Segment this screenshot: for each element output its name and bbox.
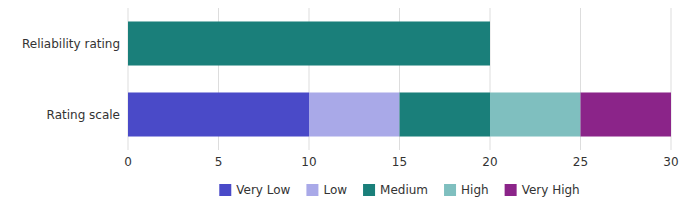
category-label: Reliability rating xyxy=(22,37,120,51)
category-label: Rating scale xyxy=(47,108,120,122)
bar-segment xyxy=(128,92,309,136)
bar-segment xyxy=(581,92,672,136)
legend-label: Medium xyxy=(380,183,428,197)
legend-label: Low xyxy=(323,183,347,197)
legend-swatch xyxy=(219,184,231,196)
legend-item: Medium xyxy=(363,183,428,197)
tick-label: 10 xyxy=(301,155,316,169)
bar-segment xyxy=(490,92,581,136)
legend-swatch xyxy=(444,184,456,196)
legend-swatch xyxy=(363,184,375,196)
legend-item: Very Low xyxy=(219,183,290,197)
bars xyxy=(128,21,671,136)
bar-segment xyxy=(309,92,400,136)
tick-label: 5 xyxy=(215,155,223,169)
category-labels: Reliability rating Rating scale xyxy=(22,37,120,122)
legend-label: High xyxy=(461,183,489,197)
legend-item: High xyxy=(444,183,489,197)
chart-svg: 0 5 10 15 20 25 30 Reliability rating Rating sca… xyxy=(0,0,689,204)
tick-label: 30 xyxy=(663,155,678,169)
tick-label: 25 xyxy=(573,155,588,169)
legend-swatch xyxy=(505,184,517,196)
grid xyxy=(128,8,671,150)
legend-swatch xyxy=(306,184,318,196)
tick-label: 0 xyxy=(124,155,132,169)
legend-item: Low xyxy=(306,183,347,197)
legend-item: Very High xyxy=(505,183,580,197)
tick-label: 15 xyxy=(392,155,407,169)
x-tick-labels: 0 5 10 15 20 25 30 xyxy=(124,155,678,169)
bar-segment xyxy=(400,92,491,136)
chart-container: 0 5 10 15 20 25 30 Reliability rating Rating sca… xyxy=(0,0,689,204)
legend-label: Very High xyxy=(522,183,580,197)
tick-label: 20 xyxy=(482,155,497,169)
legend-label: Very Low xyxy=(236,183,290,197)
legend: Very Low Low Medium High Very High xyxy=(219,183,579,197)
bar-segment xyxy=(128,21,490,65)
page: {"chart_data": {"type": "bar", "orientat… xyxy=(0,0,689,204)
